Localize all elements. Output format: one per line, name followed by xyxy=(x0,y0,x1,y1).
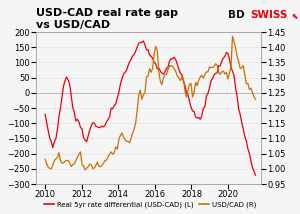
Text: USD-CAD real rate gap
vs USD/CAD: USD-CAD real rate gap vs USD/CAD xyxy=(36,8,178,30)
Legend: Real 5yr rate differential (USD-CAD) (L), USD/CAD (R): Real 5yr rate differential (USD-CAD) (L)… xyxy=(41,198,259,211)
Text: SWISS: SWISS xyxy=(250,10,288,20)
Text: ⬆: ⬆ xyxy=(290,10,300,21)
Text: BD: BD xyxy=(228,10,244,20)
